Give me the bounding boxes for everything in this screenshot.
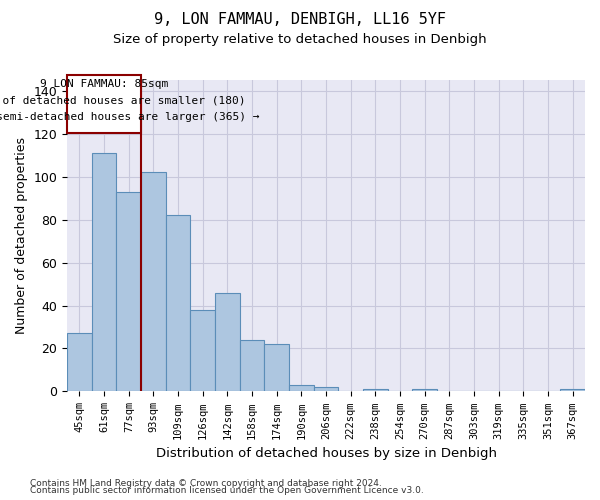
Text: Contains public sector information licensed under the Open Government Licence v3: Contains public sector information licen… [30, 486, 424, 495]
Text: Size of property relative to detached houses in Denbigh: Size of property relative to detached ho… [113, 32, 487, 46]
Bar [289, 385, 314, 392]
Bar [314, 387, 338, 392]
Text: 66% of semi-detached houses are larger (365) →: 66% of semi-detached houses are larger (… [0, 112, 259, 122]
Bar [166, 216, 190, 392]
Text: 9, LON FAMMAU, DENBIGH, LL16 5YF: 9, LON FAMMAU, DENBIGH, LL16 5YF [154, 12, 446, 28]
Bar [141, 172, 166, 392]
Bar [265, 344, 289, 392]
Bar [240, 340, 265, 392]
Text: Contains HM Land Registry data © Crown copyright and database right 2024.: Contains HM Land Registry data © Crown c… [30, 478, 382, 488]
Bar [92, 153, 116, 392]
Bar [67, 334, 92, 392]
Text: 9 LON FAMMAU: 85sqm: 9 LON FAMMAU: 85sqm [40, 79, 168, 89]
Bar [190, 310, 215, 392]
Bar [560, 390, 585, 392]
Bar [412, 390, 437, 392]
Bar [363, 390, 388, 392]
Bar [215, 292, 240, 392]
Text: ← 33% of detached houses are smaller (180): ← 33% of detached houses are smaller (18… [0, 96, 246, 106]
Bar [116, 192, 141, 392]
Y-axis label: Number of detached properties: Number of detached properties [15, 137, 28, 334]
X-axis label: Distribution of detached houses by size in Denbigh: Distribution of detached houses by size … [155, 447, 497, 460]
